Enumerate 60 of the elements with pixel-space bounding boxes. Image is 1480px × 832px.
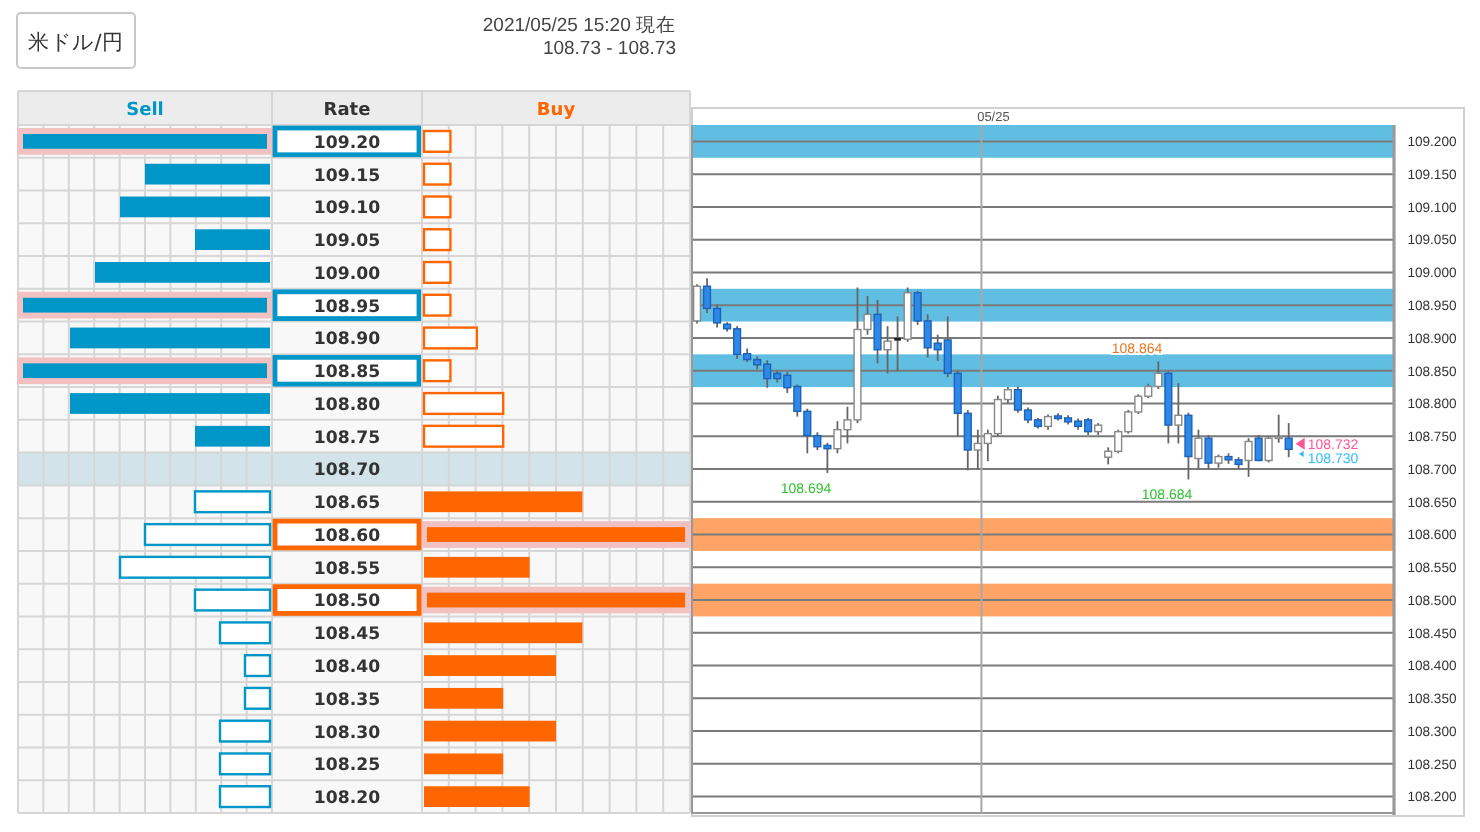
candlestick [1204,434,1213,470]
y-tick-label: 108.90 [313,330,381,351]
y-tick-label: 108.80 [313,395,381,416]
y-axis-title: Rate [323,101,371,121]
series-label: Sell [126,101,164,121]
bar [424,491,583,513]
candlestick [1184,411,1193,481]
candlestick [892,315,903,373]
bar [424,687,504,709]
y-tick-label: 108.60 [313,526,381,547]
bar [120,196,270,218]
text: 108.73 - 108.73 [542,38,676,60]
candlestick [1194,428,1203,470]
bar [70,393,270,414]
text: Buy [536,101,576,121]
y-tick-label: 108.25 [313,756,381,777]
y-tick-label: 109.15 [313,166,381,187]
candlestick [873,299,882,365]
chart-subtitle: 2021/05/25 15:20 現在 [482,13,676,37]
bar [243,686,272,710]
bar [70,327,270,349]
bar [424,720,556,742]
bar [424,622,583,644]
candlestick [1244,437,1253,478]
bar [424,655,556,676]
y-tick-label: 108.65 [313,494,381,515]
bar [424,753,504,775]
bar [424,786,530,807]
candlestick [1284,422,1293,459]
y-tick-label: 108.45 [313,625,381,646]
chart-title: 米ドル/円 [28,29,124,55]
bar [424,556,530,578]
y-tick-label: 108.20 [313,789,381,810]
y-tick-label: 109.10 [313,199,381,220]
bar [243,654,272,678]
y-tick-label: 108.35 [313,690,381,711]
candlestick [1174,382,1183,445]
candlestick [1254,434,1263,463]
y-tick-label: 108.75 [313,428,381,449]
y-tick-label: 108.70 [313,461,381,482]
bar [218,752,272,776]
bar [118,555,272,579]
y-tick-label: 108.85 [313,363,381,384]
y-tick-label: 109.05 [313,232,381,253]
bar [218,621,272,645]
bar [95,262,270,283]
y-tick-label: 108.30 [313,723,381,744]
candlestick [883,325,892,375]
y-tick-label: 108.50 [313,592,381,613]
bar [145,163,270,185]
bar [195,229,270,251]
bar [193,490,272,514]
bar [195,425,270,447]
candlestick [903,286,912,343]
y-tick-label: 108.40 [313,657,381,678]
y-tick-label: 109.20 [313,133,381,154]
bar [218,719,272,743]
y-tick-label: 109.00 [313,264,381,285]
y-tick-label: 108.55 [313,559,381,580]
y-tick-label: 108.95 [313,297,381,318]
